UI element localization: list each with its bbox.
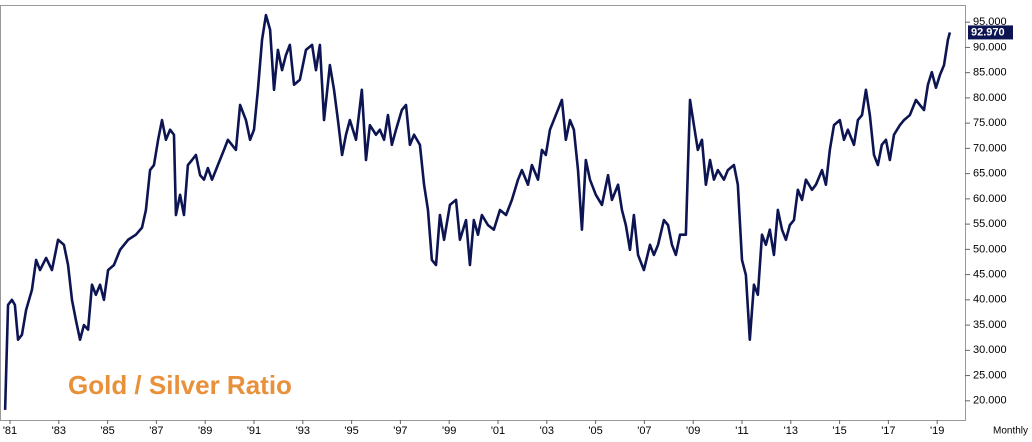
y-tick-label: 95.000 [973,16,1007,28]
x-tick-label: '13 [784,425,798,437]
y-tick-label: 45.000 [973,269,1007,281]
x-tick-label: '89 [198,425,212,437]
x-tick-label: '87 [149,425,163,437]
x-tick-label: '15 [832,425,846,437]
x-tick-label: '99 [442,425,456,437]
x-tick-label: '11 [735,425,749,437]
current-value-label: 92.970 [971,26,1005,38]
y-tick-label: 55.000 [973,218,1007,230]
y-tick-label: 40.000 [973,294,1007,306]
x-tick-label: '81 [3,425,17,437]
y-tick-label: 25.000 [973,369,1007,381]
x-tick-label: '85 [100,425,114,437]
x-tick-label: '83 [52,425,66,437]
y-tick-label: 90.000 [973,41,1007,53]
y-tick-label: 50.000 [973,243,1007,255]
plot-frame [0,5,966,421]
frequency-label: Monthly [993,426,1028,437]
x-tick-label: '19 [930,425,944,437]
current-value-box [968,25,1013,40]
x-tick-label: '05 [588,425,602,437]
y-tick-label: 60.000 [973,193,1007,205]
y-tick-label: 65.000 [973,168,1007,180]
x-tick-label: '07 [637,425,651,437]
chart-annotation: Gold / Silver Ratio [68,370,292,400]
x-tick-label: '91 [247,425,261,437]
y-tick-label: 30.000 [973,344,1007,356]
y-tick-label: 70.000 [973,142,1007,154]
x-tick-label: '09 [686,425,700,437]
series-line [3,13,952,410]
y-tick-label: 80.000 [973,92,1007,104]
x-tick-label: '03 [540,425,554,437]
y-tick-label: 75.000 [973,117,1007,129]
x-tick-label: '97 [393,425,407,437]
x-tick-label: '01 [491,425,505,437]
y-tick-label: 20.000 [973,395,1007,407]
y-tick-label: 85.000 [973,67,1007,79]
x-tick-label: '95 [344,425,358,437]
x-tick-label: '17 [881,425,895,437]
y-tick-label: 35.000 [973,319,1007,331]
x-tick-label: '93 [296,425,310,437]
